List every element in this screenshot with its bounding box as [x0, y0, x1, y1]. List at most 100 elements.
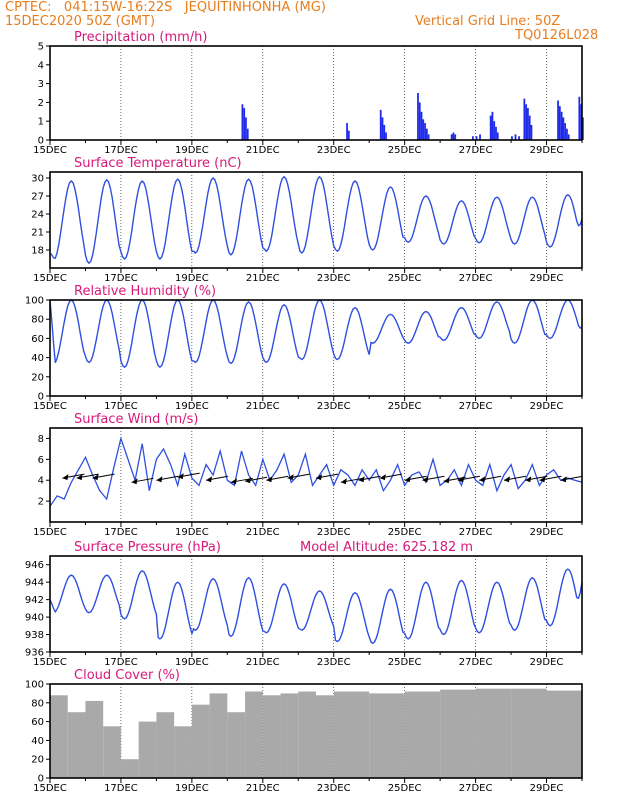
wind-arrowhead [92, 474, 99, 481]
precip-bar [472, 136, 474, 140]
cloud-bar [174, 726, 192, 778]
precip-bar [379, 109, 382, 140]
y-tick-label: 40 [31, 353, 44, 364]
x-tick-label: 19DEC [175, 273, 209, 284]
precip-bar [530, 124, 533, 140]
x-tick-label: 29DEC [530, 527, 564, 538]
y-tick-label: 40 [31, 736, 44, 747]
precip-bar [452, 132, 455, 140]
y-tick-label: 100 [25, 680, 44, 691]
x-tick-label: 15DEC [33, 145, 67, 156]
x-tick-label: 15DEC [33, 783, 67, 794]
series-line [49, 175, 583, 265]
precip-bar [427, 134, 430, 140]
x-tick-label: 17DEC [104, 783, 138, 794]
x-tick-label: 27DEC [459, 273, 493, 284]
x-tick-label: 15DEC [33, 657, 67, 668]
cloud-bar [138, 721, 157, 778]
x-tick-label: 25DEC [388, 783, 422, 794]
x-tick-label: 23DEC [317, 783, 351, 794]
x-tick-label: 21DEC [246, 145, 280, 156]
x-tick-label: 19DEC [175, 783, 209, 794]
precip-bar [243, 108, 246, 140]
y-tick-label: 21 [31, 228, 44, 239]
panel-title: Precipitation (mm/h) [74, 30, 207, 45]
series-line [49, 299, 583, 369]
cloud-bar [298, 691, 316, 778]
precip-bar [566, 128, 568, 140]
wind-arrowhead [457, 476, 464, 483]
cloud-bar [546, 690, 582, 778]
wind-arrowhead [479, 476, 486, 483]
x-tick-label: 25DEC [388, 527, 422, 538]
x-tick-label: 23DEC [317, 273, 351, 284]
y-tick-label: 944 [25, 578, 44, 589]
cloud-bar [67, 712, 86, 778]
precip-bar [383, 124, 386, 140]
y-tick-label: 60 [31, 334, 44, 345]
wind-arrowhead [443, 477, 450, 484]
cloud-bar [209, 693, 228, 778]
y-tick-label: 6 [38, 455, 44, 466]
precip-bar [347, 130, 350, 140]
x-tick-label: 21DEC [246, 401, 280, 412]
x-tick-label: 27DEC [459, 657, 493, 668]
header-grid-note: Vertical Grid Line: 50Z [415, 14, 561, 29]
x-tick-label: 21DEC [246, 783, 280, 794]
precip-bar [479, 134, 481, 140]
x-tick-label: 21DEC [246, 657, 280, 668]
precip-bar [558, 106, 561, 140]
precip-bar [346, 123, 348, 140]
wind-arrowhead [156, 476, 163, 483]
panel-frame [49, 555, 583, 653]
cloud-bar [262, 695, 281, 778]
x-tick-label: 25DEC [388, 273, 422, 284]
wind-arrowhead [266, 476, 273, 483]
panel-frame [49, 171, 583, 269]
cloud-bar [440, 689, 476, 778]
panel-frame [49, 683, 583, 779]
y-tick-label: 3 [38, 79, 44, 90]
precip-bar [489, 115, 492, 140]
wind-arrowhead [503, 476, 510, 483]
panel-frame [49, 299, 583, 397]
wind-arrowhead [177, 473, 184, 480]
x-tick-label: 21DEC [246, 527, 280, 538]
wind-arrowhead [287, 474, 294, 481]
x-tick-label: 19DEC [175, 657, 209, 668]
x-tick-label: 23DEC [317, 527, 351, 538]
x-tick-label: 17DEC [104, 273, 138, 284]
cloud-bar [511, 688, 547, 778]
precip-bar [475, 136, 478, 140]
cloud-bar [280, 693, 299, 778]
y-tick-label: 20 [31, 755, 44, 766]
panel-title: Surface Wind (m/s) [74, 412, 198, 427]
x-tick-label: 23DEC [317, 657, 351, 668]
wind-arrowhead [404, 476, 411, 483]
precip-bar [450, 134, 453, 140]
x-tick-label: 17DEC [104, 527, 138, 538]
x-tick-label: 15DEC [33, 273, 67, 284]
cloud-bar [50, 695, 68, 778]
x-tick-label: 27DEC [459, 145, 493, 156]
wind-arrowhead [316, 474, 322, 481]
wind-arrowhead [62, 474, 69, 481]
wind-arrowhead [525, 476, 532, 483]
cloud-bar [120, 759, 139, 778]
precip-bar [425, 128, 428, 140]
wind-arrowhead [131, 478, 138, 485]
wind-arrowhead [539, 476, 546, 483]
precip-bar [493, 121, 496, 140]
wind-arrowhead [358, 476, 365, 483]
precip-bar [578, 96, 581, 140]
y-tick-label: 938 [25, 630, 44, 641]
panel-frame [49, 427, 583, 523]
wind-arrowhead [422, 476, 429, 483]
x-tick-label: 17DEC [104, 145, 138, 156]
panel-annotation: Model Altitude: 625.182 m [300, 540, 473, 555]
precip-bar [420, 111, 423, 140]
wind-arrowhead [245, 477, 252, 484]
x-tick-label: 19DEC [175, 401, 209, 412]
precip-bar [246, 128, 249, 140]
